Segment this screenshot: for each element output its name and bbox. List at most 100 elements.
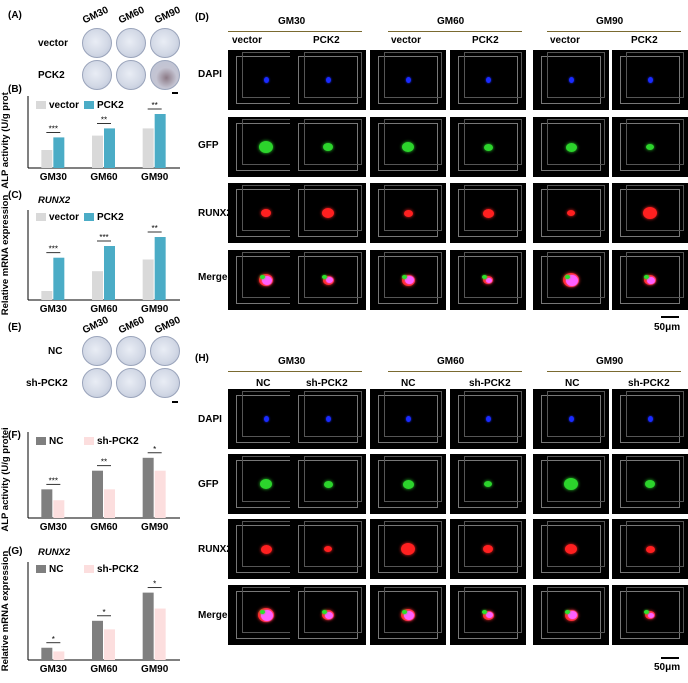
fluorescence-image: [612, 585, 688, 645]
fluorescence-image: [533, 50, 609, 110]
row-label-gfp: GFP: [198, 479, 219, 490]
row-label-gfp: GFP: [198, 140, 219, 151]
panel-label-g: (G): [8, 546, 23, 557]
legend-swatch: [84, 213, 94, 221]
dish-col-gm60: GM60: [116, 4, 147, 27]
fluorescence-image: [533, 250, 609, 310]
signif-label: *: [102, 608, 105, 617]
scale-label: 50μm: [654, 662, 681, 673]
fluorescence-image: [533, 585, 609, 645]
legend-swatch: [36, 437, 46, 445]
bar: [41, 150, 53, 168]
bar: [53, 137, 65, 168]
col-label-nc: NC: [565, 378, 580, 389]
panel-label-d: (D): [195, 12, 209, 23]
x-tick-label: GM90: [141, 664, 169, 675]
chart-f-alp: ALP activity (U/g protein) NC sh-PCK2 GM30 *…: [0, 428, 180, 533]
fluorescence-image: [290, 519, 366, 579]
fluorescence-image: [450, 250, 526, 310]
x-tick-label: GM60: [90, 664, 118, 675]
signif-label: *: [52, 635, 55, 644]
signif-label: ***: [49, 245, 58, 254]
stain-dish: [116, 60, 146, 90]
panel-label-b: (B): [8, 84, 22, 95]
col-label-vector: vector: [550, 35, 581, 46]
x-tick-label: GM90: [141, 172, 169, 183]
signif-label: ***: [49, 124, 58, 133]
bar: [104, 489, 115, 518]
fluorescence-image: [533, 519, 609, 579]
panel-label-a: (A): [8, 10, 22, 21]
bar: [142, 128, 154, 168]
group-header-gm60: GM60: [437, 356, 465, 367]
bar: [104, 246, 115, 300]
stain-dish: [150, 336, 180, 366]
fluorescence-image: [290, 50, 366, 110]
signif-label: ***: [49, 476, 58, 485]
fluorescence-image: [450, 454, 526, 514]
fluorescence-image: [533, 183, 609, 243]
stain-dish: [150, 28, 180, 58]
col-label-sh-pck2: sh-PCK2: [306, 378, 348, 389]
panel-label-e: (E): [8, 322, 22, 333]
stain-dish: [150, 60, 180, 90]
x-tick-label: GM60: [90, 522, 118, 533]
stain-dish: [116, 368, 146, 398]
col-label-vector: vector: [391, 35, 422, 46]
y-axis-label: Relative mRNA expression: [0, 551, 11, 672]
stain-dish: [82, 28, 112, 58]
panel-label-f: (F): [8, 430, 21, 441]
fluorescence-image: [612, 250, 688, 310]
fluorescence-image: [450, 519, 526, 579]
bar: [41, 647, 53, 660]
bar: [53, 257, 65, 300]
fluorescence-image: [450, 183, 526, 243]
legend-swatch: [36, 565, 46, 573]
fluorescence-image: [290, 250, 366, 310]
row-label-runx2: RUNX2: [198, 208, 232, 219]
group-header-gm90: GM90: [596, 356, 624, 367]
fluorescence-image: [612, 519, 688, 579]
legend-label: NC: [49, 436, 63, 447]
row-label-dapi: DAPI: [198, 414, 222, 425]
fluorescence-image: [370, 183, 446, 243]
scale-bar: [172, 92, 178, 94]
signif-label: ***: [99, 233, 108, 242]
stain-dish: [82, 60, 112, 90]
fluorescence-image: [612, 454, 688, 514]
fluorescence-image: [370, 117, 446, 177]
chart-b-alp: ALP activity (U/g protein) vector PCK2 GM30…: [0, 92, 180, 189]
bar: [142, 457, 154, 518]
stain-dish: [82, 336, 112, 366]
bar: [104, 629, 115, 660]
scale-bar: [661, 657, 679, 659]
signif-label: **: [101, 115, 107, 124]
x-tick-label: GM60: [90, 172, 118, 183]
col-label-sh-pck2: sh-PCK2: [628, 378, 670, 389]
dish-col-gm90: GM90: [152, 4, 183, 27]
bar: [92, 135, 103, 168]
legend-label: PCK2: [97, 100, 124, 111]
bar: [53, 651, 65, 660]
dish-row-vector: vector: [38, 38, 69, 49]
bar: [154, 470, 166, 518]
fluorescence-image: [533, 389, 609, 449]
legend-swatch: [84, 565, 94, 573]
row-label-runx2: RUNX2: [198, 544, 232, 555]
legend-label: PCK2: [97, 212, 124, 223]
chart-c-runx2: Relative mRNA expression RUNX2 vector PCK2 G…: [0, 195, 180, 315]
bar: [154, 608, 166, 660]
chart-g-runx2: Relative mRNA expression RUNX2 NC sh-PCK2 GM…: [0, 547, 180, 675]
group-header-gm30: GM30: [278, 16, 306, 27]
dish-row-nc: NC: [48, 346, 63, 357]
fluorescence-image: [290, 183, 366, 243]
bar: [154, 114, 166, 168]
chart-title: RUNX2: [38, 195, 71, 206]
legend-label: sh-PCK2: [97, 436, 139, 447]
col-label-pck2: PCK2: [313, 35, 340, 46]
legend-label: NC: [49, 564, 63, 575]
legend-label: sh-PCK2: [97, 564, 139, 575]
fluorescence-image: [450, 50, 526, 110]
scale-bar: [172, 401, 178, 403]
bar: [41, 291, 53, 300]
